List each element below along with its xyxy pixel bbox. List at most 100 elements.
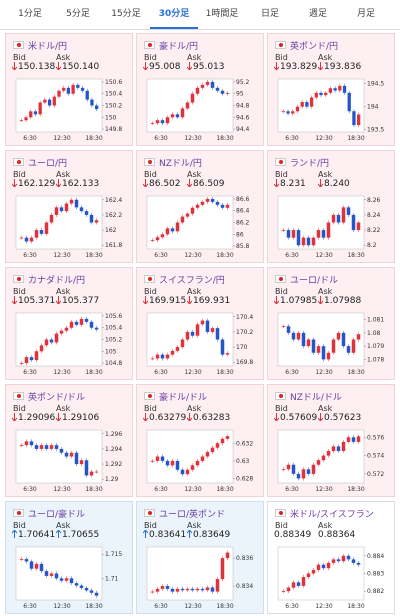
tab[interactable]: 30分足: [150, 0, 198, 29]
pair-name[interactable]: カナダドル/円: [28, 276, 86, 286]
candle: [351, 559, 356, 563]
rate-tile[interactable]: ユーロ/ドル Bid Ask 1.07985 1.07988 1.081 1.08 1.079…: [267, 267, 395, 380]
pair-name[interactable]: 米ドル/スイスフラン: [290, 510, 374, 520]
bid-text: 169.915: [149, 296, 187, 306]
tab[interactable]: 15分足: [111, 9, 141, 19]
arrow: [142, 296, 149, 305]
pair-name[interactable]: NZドル/円: [159, 159, 202, 169]
rate-tile[interactable]: 豪ドル/ドル Bid Ask 0.63279 0.63283 0.632 0.63 0.628…: [136, 384, 264, 497]
y-tick-label: 86: [236, 231, 244, 238]
candle: [210, 328, 215, 332]
pair-name[interactable]: 英ポンド/ドル: [28, 393, 86, 403]
rate-tile[interactable]: 英ポンド/円 Bid Ask 193.829 193.836 194.5 194 193.5 6…: [267, 33, 395, 146]
arrow-icon: [142, 179, 149, 188]
arrow: [142, 413, 149, 422]
rate-tile[interactable]: ランド/円 Bid Ask 8.231 8.240 8.26 8.24 8.22 8.2 6:30…: [267, 150, 395, 263]
candle: [351, 437, 356, 442]
pair-name[interactable]: ユーロ/円: [28, 159, 68, 169]
pair-name[interactable]: 英ポンド/円: [290, 42, 339, 52]
candle: [346, 437, 351, 442]
candle: [286, 230, 291, 238]
candle: [300, 102, 304, 107]
candle: [210, 81, 215, 88]
tab[interactable]: 1時間足: [205, 9, 239, 19]
y-tick-label: 95: [236, 91, 244, 98]
mini-chart: 150.6 150.4 150.2 150 149.8 6:30 12:30 18:30: [15, 78, 122, 142]
pair-name[interactable]: ランド/円: [290, 159, 330, 169]
rate-tile[interactable]: カナダドル/円 Bid Ask 105.371 105.377 105.6 105.4 105…: [5, 267, 133, 380]
y-tick-label: 162.2: [105, 212, 122, 219]
candle: [54, 445, 59, 449]
plot-area: [146, 195, 234, 250]
flag-mark: [279, 511, 283, 515]
plot-area: [277, 78, 365, 133]
pair-name[interactable]: 豪ドル/円: [159, 42, 199, 52]
y-tick-label: 161.8: [105, 242, 122, 249]
mini-chart: 1.081 1.08 1.079 1.078 6:30 12:30 18:30: [277, 312, 384, 376]
candle: [89, 321, 94, 328]
plot-area: [146, 429, 234, 484]
mini-chart: 86.6 86.4 86.2 86 85.8 6:30 12:30 18:30: [146, 195, 250, 259]
candle: [170, 228, 175, 232]
arrow: [142, 179, 149, 188]
x-tick-label: 18:30: [85, 486, 102, 493]
candle: [190, 207, 195, 214]
tab[interactable]: 1分足: [18, 9, 42, 19]
rate-tile[interactable]: 米ドル/スイスフラン Bid Ask 0.88349 0.88364 0.884 0.883…: [267, 501, 395, 614]
rate-tile[interactable]: 英ポンド/ドル Bid Ask 1.29096 1.29106 1.296 1.294 1.2…: [5, 384, 133, 497]
y-tick-label: 149.8: [105, 126, 122, 133]
rate-tile[interactable]: ユーロ/豪ドル Bid Ask 1.70641 1.70655 1.715 1.71 6:30…: [5, 501, 133, 614]
tab[interactable]: 月足: [356, 9, 375, 19]
candle: [69, 321, 74, 328]
candle: [321, 455, 326, 461]
rate-tile[interactable]: NZドル/円 Bid Ask 86.502 86.509 86.6 86.4 86.2 86 85…: [136, 150, 264, 263]
candle: [44, 339, 49, 346]
pair-name[interactable]: ユーロ/英ポンド: [159, 510, 226, 520]
arrow-icon: [55, 296, 62, 305]
tab[interactable]: 5分足: [66, 9, 90, 19]
y-tick-label: 8.26: [367, 197, 381, 204]
y-tick-label: 193.5: [367, 127, 384, 134]
arrow-icon: [186, 529, 193, 538]
bid-text: 193.829: [280, 62, 318, 72]
candle: [165, 586, 170, 589]
x-tick-label: 18:30: [216, 369, 233, 376]
x-tick-label: 18:30: [85, 252, 102, 259]
candle: [170, 350, 175, 355]
candle: [316, 564, 321, 570]
rate-tile[interactable]: スイスフラン/円 Bid Ask 169.915 169.931 170.4 170.2 17…: [136, 267, 264, 380]
candle: [44, 445, 49, 449]
x-tick-label: 6:30: [154, 252, 168, 259]
bid-label: Bid: [13, 53, 26, 62]
pair-name[interactable]: 豪ドル/ドル: [159, 393, 208, 403]
candle: [306, 469, 311, 474]
candle: [47, 99, 52, 106]
rate-tile[interactable]: ユーロ/円 Bid Ask 162.129 162.133 162.4 162.2 162 16…: [5, 150, 133, 263]
pair-name[interactable]: NZドル/ドル: [290, 393, 342, 403]
candle: [296, 332, 301, 340]
rate-tile[interactable]: 豪ドル/円 Bid Ask 95.008 95.013 95.2 95 94.8 94.6 94.…: [136, 33, 264, 146]
ask-label: Ask: [187, 404, 202, 413]
pair-name[interactable]: ユーロ/豪ドル: [28, 510, 86, 520]
y-tick-label: 0.574: [367, 453, 384, 460]
candle: [94, 592, 99, 596]
y-tick-label: 0.572: [367, 471, 384, 478]
arrow: [11, 62, 18, 71]
pair-name[interactable]: ユーロ/ドル: [290, 276, 339, 286]
bid-label: Bid: [13, 521, 26, 530]
pair-name[interactable]: 米ドル/円: [28, 42, 68, 52]
rate-tile[interactable]: 米ドル/円 Bid Ask 150.138 150.140 150.6 150.4 150.2…: [5, 33, 133, 146]
plot-area: [277, 429, 365, 484]
pair-name[interactable]: スイスフラン/円: [159, 276, 225, 286]
tab[interactable]: 日足: [260, 9, 279, 19]
rate-tile[interactable]: NZドル/ドル Bid Ask 0.57609 0.57623 0.576 0.574 0.5…: [267, 384, 395, 497]
arrow-icon: [55, 179, 62, 188]
candle: [94, 471, 99, 473]
tab[interactable]: 週足: [308, 9, 327, 19]
candle: [185, 102, 190, 109]
bid-label: Bid: [275, 404, 288, 413]
candle: [311, 237, 316, 246]
bid-text: 0.83641: [149, 530, 187, 540]
rate-tile[interactable]: ユーロ/英ポンド Bid Ask 0.83641 0.83649 0.836 0.834 6:…: [136, 501, 264, 614]
